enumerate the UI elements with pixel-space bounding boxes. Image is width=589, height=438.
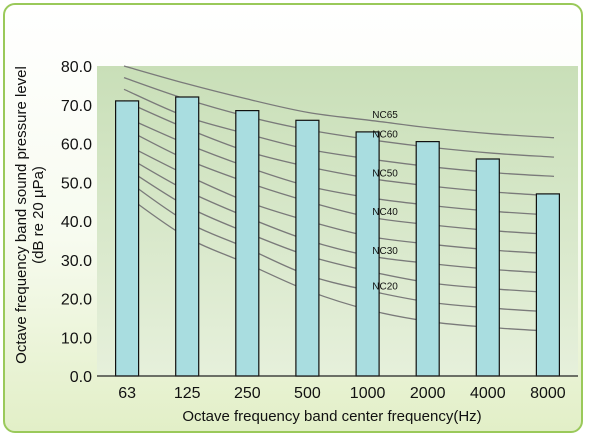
bars <box>114 96 561 377</box>
y-axis-label-line2: (dB re 20 µPa) <box>30 166 47 264</box>
y-tick-label: 40.0 <box>61 214 92 231</box>
y-tick-label: 80.0 <box>61 59 92 76</box>
x-tick-label: 250 <box>234 385 261 402</box>
y-tick-label: 70.0 <box>61 98 92 115</box>
x-tick-label: 125 <box>174 385 201 402</box>
y-tick-label: 30.0 <box>61 253 92 270</box>
y-tick-label: 20.0 <box>61 292 92 309</box>
bar-250 <box>235 109 260 377</box>
bar-2000 <box>415 141 440 377</box>
bar-63 <box>114 100 140 377</box>
nc-curve-label-nc65: NC65 <box>372 110 398 121</box>
nc-curve-label-nc60: NC60 <box>372 130 398 141</box>
bar-8000 <box>535 193 561 377</box>
plot-area <box>97 66 578 376</box>
x-tick-label: 8000 <box>530 385 566 402</box>
x-tick-labels: 63 125 250 500 1000 2000 4000 8000 <box>118 385 566 402</box>
nc-curve-nc65 <box>123 65 555 139</box>
nc-curve-label-nc30: NC30 <box>372 246 398 257</box>
y-tick-label: 10.0 <box>61 330 92 347</box>
nc-curve-label-nc20: NC20 <box>372 282 398 293</box>
bar-125 <box>175 96 200 377</box>
y-tick-label: 50.0 <box>61 175 92 192</box>
x-tick-label: 500 <box>294 385 321 402</box>
bar-4000 <box>475 158 500 377</box>
nc-curve-labels: NC65 NC60 NC50 NC40 NC30 NC20 <box>372 110 398 293</box>
x-axis-label: Octave frequency band center frequency(H… <box>182 408 481 425</box>
x-tick-label: 2000 <box>410 385 446 402</box>
x-tick-label: 4000 <box>470 385 506 402</box>
x-tick-label: 63 <box>118 385 136 402</box>
y-tick-labels: 0.0 10.0 20.0 30.0 40.0 50.0 60.0 70.0 80.0 <box>61 59 92 386</box>
x-tick-label: 1000 <box>350 385 386 402</box>
y-tick-label: 0.0 <box>70 369 92 386</box>
nc-curve-label-nc50: NC50 <box>372 168 398 179</box>
y-tick-label: 60.0 <box>61 137 92 154</box>
bar-500 <box>295 119 320 377</box>
nc-curve-label-nc40: NC40 <box>372 207 398 218</box>
y-axis-label-line1: Octave frequency band sound pressure lev… <box>13 66 30 364</box>
